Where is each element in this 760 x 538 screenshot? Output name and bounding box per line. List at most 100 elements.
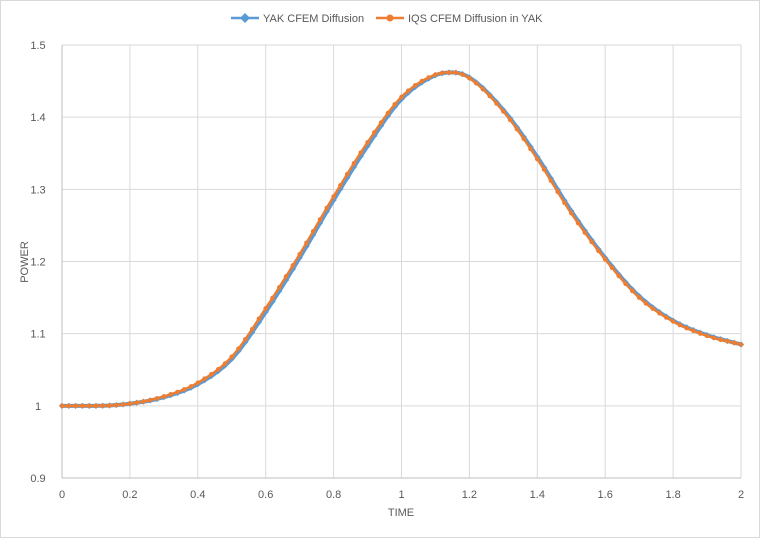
series-point: [467, 75, 472, 81]
series-point: [575, 220, 581, 226]
series-point: [141, 399, 146, 404]
series-point: [202, 376, 207, 381]
x-axis-title: TIME: [388, 507, 414, 519]
y-axis-title: POWER: [19, 241, 31, 283]
series-point: [114, 402, 119, 408]
legend-label-0: YAK CFEM Diffusion: [263, 13, 364, 25]
series-point: [249, 326, 255, 332]
series-point: [602, 257, 608, 262]
series-point: [541, 167, 547, 172]
legend: YAK CFEM Diffusion IQS CFEM Diffusion in…: [231, 13, 543, 25]
y-tick-label: 1.4: [30, 112, 45, 124]
series-point: [433, 72, 438, 77]
series-point: [697, 331, 703, 336]
series-point: [120, 402, 126, 407]
series-point: [562, 200, 567, 206]
series-point: [297, 251, 302, 257]
series-point: [310, 228, 316, 234]
y-tick-label: 1.3: [30, 184, 45, 196]
legend-marker-1: [386, 14, 394, 22]
series-point: [514, 126, 520, 132]
gridlines: [62, 44, 742, 478]
series-point: [59, 403, 65, 409]
series-point: [358, 150, 364, 155]
series-point: [528, 146, 533, 152]
series-point: [134, 400, 139, 405]
series-point: [596, 248, 601, 254]
series-1: [59, 70, 744, 409]
series-point: [568, 210, 574, 216]
series-point: [80, 403, 85, 409]
series-point: [338, 183, 343, 188]
series-point: [317, 217, 323, 222]
series-point: [711, 335, 717, 341]
series-point: [691, 328, 696, 334]
series-point: [657, 310, 662, 316]
series-point: [453, 70, 459, 75]
series-point: [290, 263, 296, 268]
series-point: [731, 340, 737, 346]
series-point: [582, 230, 588, 235]
series-point: [222, 361, 228, 366]
series-point: [270, 295, 275, 301]
series-point: [73, 403, 78, 409]
series-point: [263, 306, 269, 311]
series-point: [168, 392, 173, 397]
series-point: [188, 384, 194, 389]
y-tick-label: 1.1: [30, 329, 45, 341]
series-point: [243, 337, 248, 342]
series-point: [501, 109, 506, 114]
series-point: [324, 205, 330, 211]
legend-marker-0: [240, 13, 250, 23]
series-point: [229, 354, 235, 360]
series-point: [616, 273, 622, 279]
series-point: [643, 301, 649, 306]
series-point: [521, 136, 527, 142]
legend-label-1: IQS CFEM Diffusion in YAK: [408, 13, 543, 25]
series-point: [215, 367, 221, 372]
x-tick-label: 1.6: [598, 489, 613, 501]
series-point: [399, 94, 404, 100]
series-point: [664, 315, 669, 320]
x-tick-label: 1.8: [665, 489, 680, 501]
series-point: [439, 70, 445, 76]
series-point: [630, 288, 635, 294]
series-group: [58, 69, 745, 409]
series-point: [725, 339, 730, 344]
series-point: [704, 333, 710, 339]
series-point: [494, 101, 499, 106]
x-tick-label: 1: [398, 489, 404, 501]
series-point: [181, 387, 187, 392]
series-point: [738, 342, 744, 347]
x-tick-label: 2: [738, 489, 744, 501]
series-point: [209, 372, 214, 377]
series-point: [460, 72, 465, 77]
x-tick-label: 1.2: [462, 489, 477, 501]
series-point: [195, 380, 201, 386]
series-point: [256, 316, 262, 322]
series-point: [623, 281, 628, 287]
series-point: [351, 160, 357, 166]
series-point: [86, 403, 92, 409]
x-tick-label: 0.8: [326, 489, 341, 501]
series-point: [507, 117, 513, 123]
series-point: [392, 102, 398, 107]
x-tick-label: 0: [59, 489, 65, 501]
series-point: [426, 75, 431, 80]
y-tick-label: 1.2: [30, 257, 45, 269]
series-point: [548, 178, 554, 183]
x-tick-label: 0.2: [122, 489, 137, 501]
x-tick-labels: 0 0.2 0.4 0.6 0.8 1 1.2 1.4 1.6 1.8 2: [59, 489, 744, 501]
series-point: [555, 189, 560, 195]
series-point: [677, 322, 683, 328]
series-point: [127, 401, 133, 406]
series-point: [365, 140, 370, 145]
series-point: [609, 265, 615, 271]
series-point: [66, 403, 72, 409]
series-point: [405, 88, 411, 94]
series-point: [331, 194, 336, 199]
series-point: [236, 346, 241, 351]
y-tick-label: 1.5: [30, 40, 45, 52]
series-point: [147, 397, 153, 403]
series-point: [487, 93, 493, 99]
